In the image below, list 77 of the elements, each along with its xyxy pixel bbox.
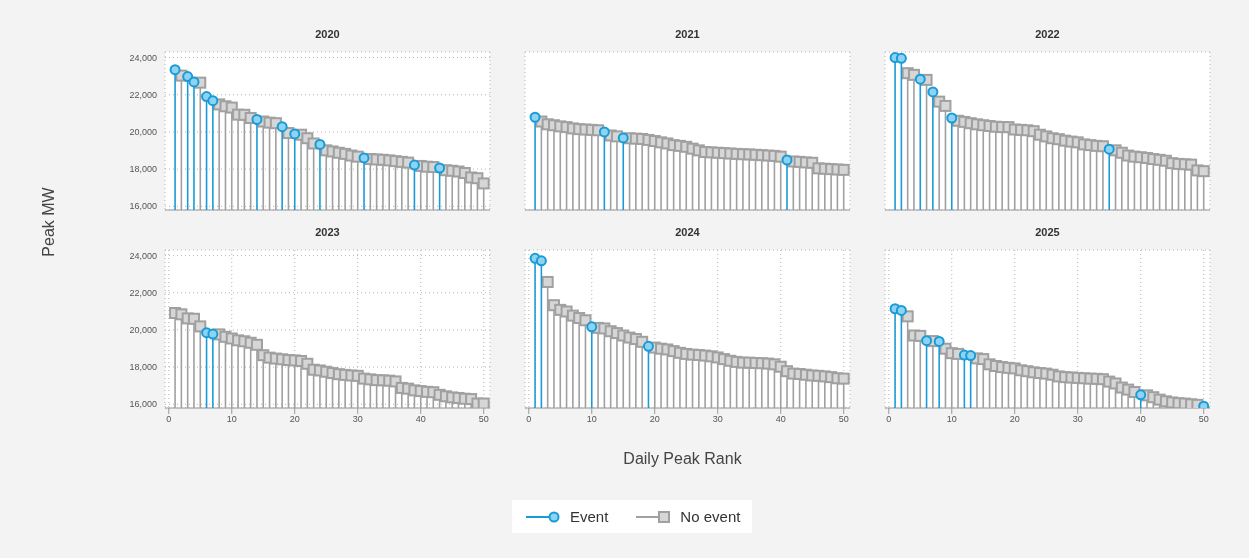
point xyxy=(529,111,541,123)
point xyxy=(434,162,446,174)
y-tick-label: 24,000 xyxy=(129,52,157,63)
point xyxy=(617,132,629,144)
y-axis-title: Peak MW xyxy=(40,187,58,257)
x-tick-label: 0 xyxy=(886,414,892,425)
point xyxy=(408,159,420,171)
y-tick-label: 20,000 xyxy=(129,325,157,336)
x-tick-label: 20 xyxy=(649,414,660,425)
chart-title: 2020 xyxy=(314,28,341,40)
y-tick-label: 20,000 xyxy=(129,127,157,138)
x-tick-label: 30 xyxy=(352,414,363,425)
point xyxy=(541,275,554,288)
point xyxy=(586,321,598,333)
y-tick-label: 18,000 xyxy=(129,362,157,373)
y-tick-label: 22,000 xyxy=(129,287,157,298)
point xyxy=(314,138,326,150)
point xyxy=(579,314,592,327)
y-tick-label: 16,000 xyxy=(129,399,157,410)
chart-title: 2022 xyxy=(1034,28,1061,40)
x-tick-label: 10 xyxy=(946,414,957,425)
point xyxy=(965,350,977,362)
point xyxy=(895,52,907,64)
point xyxy=(837,372,850,385)
point xyxy=(276,121,288,133)
x-tick-label: 10 xyxy=(226,414,237,425)
point xyxy=(1103,143,1115,155)
x-tick-label: 40 xyxy=(775,414,786,425)
y-tick-label: 24,000 xyxy=(129,250,157,261)
point xyxy=(250,338,263,351)
point xyxy=(642,340,654,352)
x-tick-label: 50 xyxy=(478,414,489,425)
point xyxy=(914,73,926,85)
x-axis-title: Daily Peak Rank xyxy=(622,450,743,468)
x-tick-label: 20 xyxy=(289,414,300,425)
point xyxy=(477,397,490,408)
point xyxy=(535,255,547,267)
point xyxy=(169,64,181,76)
x-tick-label: 50 xyxy=(1198,414,1209,425)
point xyxy=(207,328,219,340)
x-tick-label: 40 xyxy=(1135,414,1146,425)
point xyxy=(921,335,933,347)
x-tick-label: 0 xyxy=(526,414,532,425)
point xyxy=(927,86,939,98)
point xyxy=(477,177,490,190)
legend-label: No event xyxy=(680,508,741,525)
point xyxy=(289,128,301,140)
point xyxy=(895,304,907,316)
point xyxy=(946,112,958,124)
y-tick-label: 18,000 xyxy=(129,164,157,175)
y-tick-label: 22,000 xyxy=(129,89,157,100)
chart-title: 2021 xyxy=(674,28,701,40)
point xyxy=(194,320,207,333)
point xyxy=(1197,165,1210,178)
x-tick-label: 40 xyxy=(415,414,426,425)
x-tick-label: 50 xyxy=(838,414,849,425)
x-tick-label: 0 xyxy=(166,414,172,425)
point xyxy=(207,95,219,107)
chart-title: 2024 xyxy=(674,226,701,238)
chart-title: 2023 xyxy=(314,226,341,238)
x-tick-label: 30 xyxy=(712,414,723,425)
x-tick-label: 10 xyxy=(586,414,597,425)
point xyxy=(182,71,194,83)
point xyxy=(837,163,850,176)
legend-label: Event xyxy=(570,508,609,525)
y-tick-label: 16,000 xyxy=(129,201,157,212)
point xyxy=(188,76,200,88)
point xyxy=(358,152,370,164)
point xyxy=(781,154,793,166)
x-tick-label: 30 xyxy=(1072,414,1083,425)
point xyxy=(1135,389,1147,401)
point xyxy=(598,126,610,138)
point xyxy=(933,335,945,347)
point xyxy=(251,113,263,125)
point xyxy=(939,99,952,112)
x-tick-label: 20 xyxy=(1009,414,1020,425)
chart-title: 2025 xyxy=(1034,226,1061,238)
